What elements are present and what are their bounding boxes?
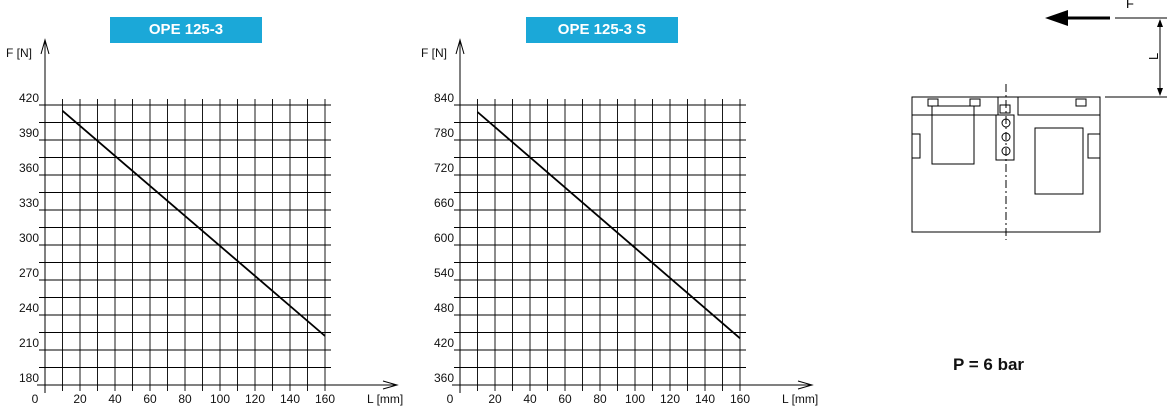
chart1-x-tick-label: 0 [32,392,39,406]
chart2-x-tick-label: 0 [447,392,454,406]
pressure-label: P = 6 bar [953,355,1025,374]
chart2-y-tick-label: 660 [434,196,454,210]
chart2-x-axis-label: L [mm] [782,392,818,406]
chart2-y-tick-label: 780 [434,126,454,140]
dim-arrow-bottom [1157,88,1163,96]
chart2-y-tick-label: 480 [434,301,454,315]
dim-arrow-top [1157,19,1163,27]
chart1-y-tick-label: 180 [19,371,39,385]
chart-ope-125-3: 180 210 240 270 300 330 360 390 420 0 20 40 60 80 100 1… [6,38,403,406]
chart-ope-125-3-s: 360 420 480 540 600 660 720 780 840 0 20 40 60 80 100 1… [421,38,818,406]
chart2-x-tick-label: 20 [488,392,502,406]
chart1-y-tick-label: 210 [19,336,39,350]
chart2-x-tick-label: 40 [523,392,537,406]
chart1-y-axis-label: F [N] [6,46,32,60]
chart2-x-tick-label: 160 [730,392,750,406]
chart2-x-tick-label: 120 [660,392,680,406]
chart2-x-tick-label: 60 [558,392,572,406]
chart2-y-axis-arrow [455,38,465,55]
chart1-x-tick-label: 160 [315,392,335,406]
chart1-y-axis-arrow [40,38,50,55]
chart1-y-tick-label: 330 [19,196,39,210]
chart2-series-line [476,111,741,340]
chart1-y-tick-label: 390 [19,126,39,140]
chart1-x-tick-label: 20 [73,392,87,406]
chart1-y-tick-label: 240 [19,301,39,315]
length-label: L [1146,53,1161,60]
force-arrow-head [1045,10,1068,26]
gripper-diagram: F L [911,0,1167,240]
chart2-y-axis-label: F [N] [421,46,447,60]
chart1-x-tick-label: 40 [108,392,122,406]
chart2-y-tick-label: 720 [434,161,454,175]
gripper-body [911,84,1101,240]
chart1-x-axis-arrow [382,380,399,390]
chart2-x-tick-label: 80 [593,392,607,406]
chart1-x-tick-label: 120 [245,392,265,406]
chart1-y-tick-label: 360 [19,161,39,175]
chart1-series-line [61,110,326,337]
chart1-x-axis-label: L [mm] [367,392,403,406]
chart1-y-tick-label: 420 [19,91,39,105]
chart2-x-tick-label: 100 [625,392,645,406]
chart2-y-tick-label: 360 [434,371,454,385]
chart1-x-tick-label: 100 [210,392,230,406]
chart2-y-tick-label: 420 [434,336,454,350]
chart2-y-tick-label: 600 [434,231,454,245]
force-label: F [1126,0,1134,11]
chart1-title-badge: OPE 125-3 [110,17,262,43]
chart2-x-tick-label: 140 [695,392,715,406]
chart2-y-tick-label: 540 [434,266,454,280]
chart1-x-tick-label: 140 [280,392,300,406]
chart1-y-tick-label: 300 [19,231,39,245]
chart1-y-tick-label: 270 [19,266,39,280]
chart2-title-badge: OPE 125-3 S [526,17,678,43]
chart1-x-tick-label: 60 [143,392,157,406]
chart2-x-axis-arrow [797,380,814,390]
chart1-x-tick-label: 80 [178,392,192,406]
chart2-y-tick-label: 840 [434,91,454,105]
